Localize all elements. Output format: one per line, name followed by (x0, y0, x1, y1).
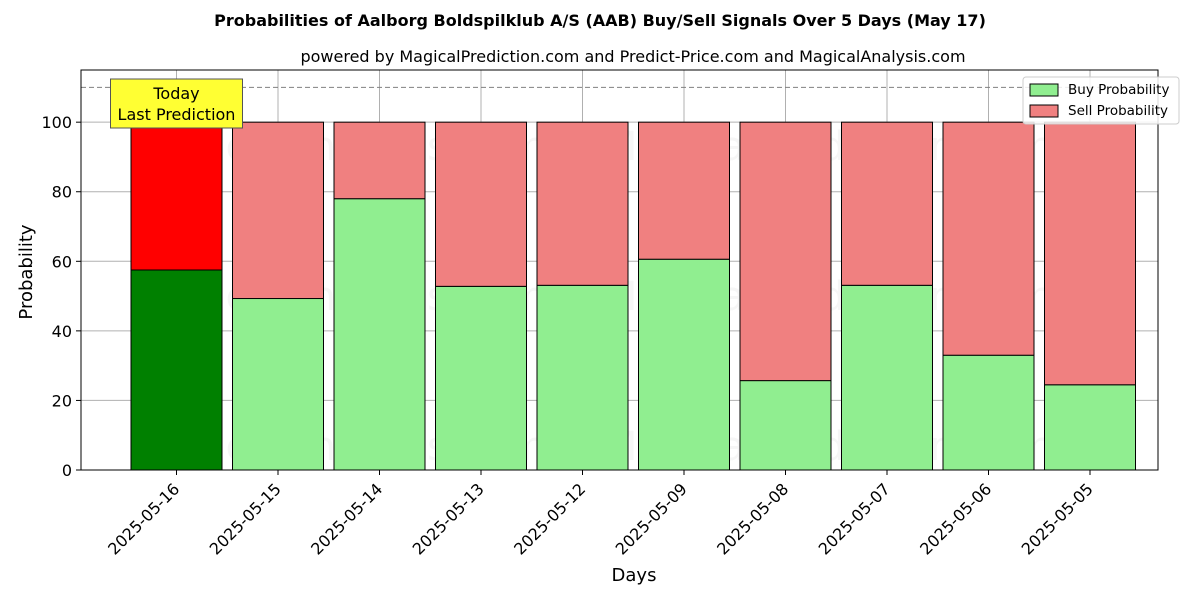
y-tick-label: 60 (52, 252, 72, 271)
bar-sell-probability (333, 121, 426, 200)
bar-buy-probability (841, 284, 933, 471)
legend-swatch (1029, 104, 1059, 118)
y-tick-label: 40 (52, 322, 72, 341)
bar-buy-probability (130, 269, 223, 471)
bar-sell-probability (536, 121, 629, 286)
annotation-text: Today (152, 84, 199, 103)
y-tick-label: 80 (52, 183, 72, 202)
legend-swatch (1029, 83, 1059, 97)
y-tick-label: 100 (41, 113, 72, 132)
bar-sell-probability (638, 121, 730, 260)
x-tick-label: 2025-05-16 (104, 479, 183, 558)
x-tick-label: 2025-05-07 (815, 479, 894, 558)
plot-frame (80, 69, 1159, 471)
annotation-text: Last Prediction (118, 105, 236, 124)
x-tick-label: 2025-05-14 (307, 479, 386, 558)
bar-sell-probability (130, 121, 223, 271)
bar-buy-probability (942, 354, 1035, 471)
y-tick-label: 0 (62, 461, 72, 480)
chart-title: Probabilities of Aalborg Boldspilklub A/… (214, 11, 986, 30)
x-tick-label: 2025-05-12 (510, 479, 589, 558)
y-axis-label: Probability (16, 224, 37, 319)
x-tick-label: 2025-05-06 (916, 479, 995, 558)
bar-buy-probability (232, 298, 324, 471)
x-tick-label: 2025-05-15 (206, 479, 285, 558)
bar-buy-probability (739, 380, 832, 471)
overlay-layer: Today Last Prediction (81, 78, 1158, 129)
legend-label: Buy Probability (1068, 82, 1169, 98)
bar-buy-probability (536, 284, 629, 471)
bars-layer (130, 121, 1136, 471)
legend: Buy Probability Sell Probability (1022, 76, 1180, 125)
y-tick-label: 20 (52, 391, 72, 410)
bar-sell-probability (739, 121, 832, 382)
legend-label: Sell Probability (1068, 103, 1168, 119)
x-tick-label: 2025-05-13 (409, 479, 488, 558)
bar-buy-probability (435, 285, 527, 471)
bar-buy-probability (638, 258, 730, 471)
x-tick-label: 2025-05-08 (713, 479, 792, 558)
bar-sell-probability (232, 121, 324, 300)
annotation-box (110, 78, 243, 129)
legend-box (1022, 76, 1180, 125)
bar-buy-probability (1044, 384, 1136, 471)
x-axis-label: Days (612, 565, 657, 586)
chart-subtitle: powered by MagicalPrediction.com and Pre… (300, 47, 965, 66)
x-tick-label: 2025-05-09 (612, 479, 691, 558)
bar-sell-probability (841, 121, 933, 286)
bar-buy-probability (333, 198, 426, 471)
bar-sell-probability (435, 121, 527, 287)
x-tick-label: 2025-05-05 (1018, 479, 1097, 558)
bar-sell-probability (942, 121, 1035, 356)
bar-sell-probability (1044, 121, 1136, 386)
